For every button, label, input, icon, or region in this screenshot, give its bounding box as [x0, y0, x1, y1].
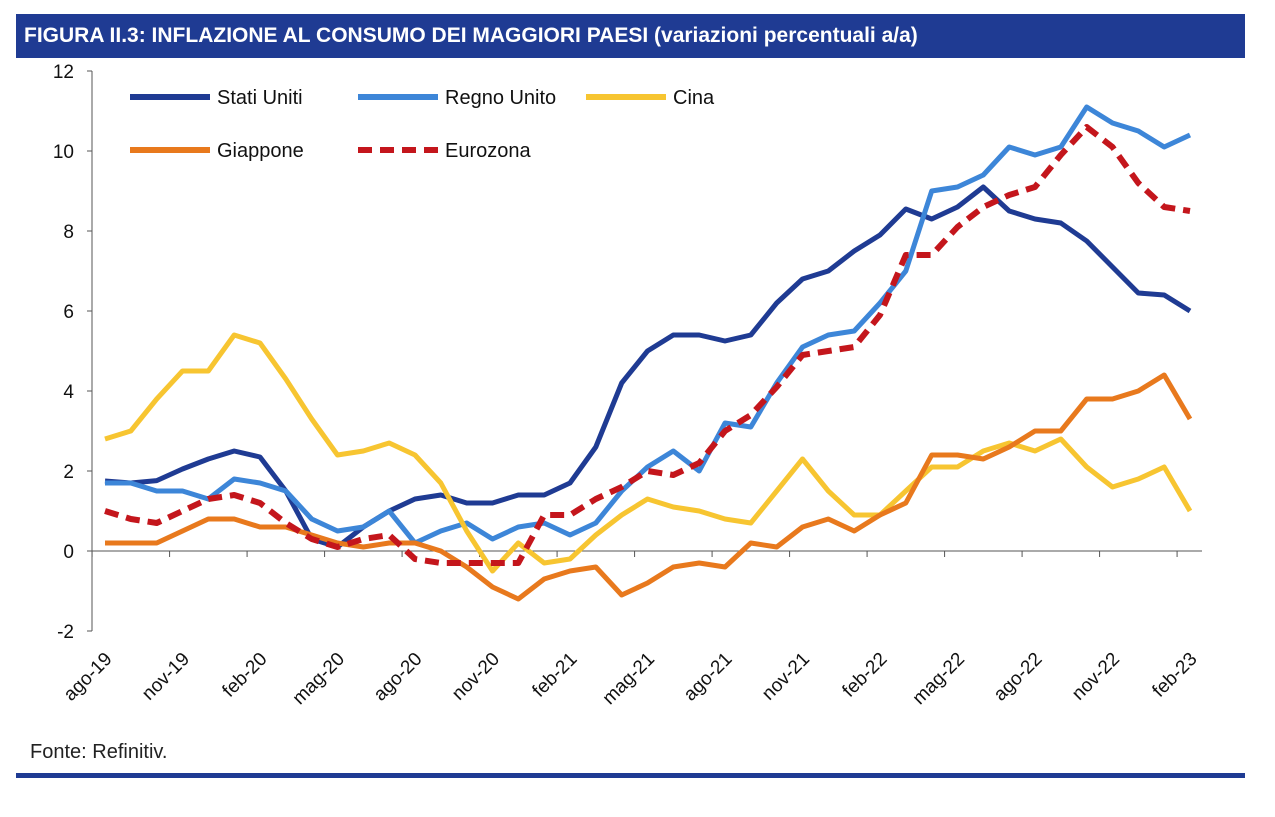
x-tick-label: mag-21 [599, 649, 659, 709]
y-tick-label: 12 [53, 62, 74, 83]
x-tick-label: feb-22 [839, 649, 892, 702]
chart-title: FIGURA II.3: INFLAZIONE AL CONSUMO DEI M… [16, 14, 1245, 58]
series-line-giappone [105, 372, 1193, 602]
x-tick-label: ago-21 [680, 649, 737, 706]
x-tick-label: feb-21 [529, 649, 582, 702]
x-tick-label: ago-19 [60, 649, 117, 706]
legend-label-regno-unito: Regno Unito [445, 87, 556, 109]
series-line-cina [104, 332, 1193, 574]
x-tick-label: mag-20 [289, 649, 349, 709]
x-tick-label: nov-21 [758, 649, 814, 705]
legend-label-cina: Cina [673, 87, 715, 109]
y-tick-label: 0 [63, 542, 74, 563]
x-tick-label: feb-20 [219, 649, 272, 702]
legend-label-stati-uniti: Stati Uniti [217, 87, 303, 109]
y-tick-label: 4 [63, 382, 74, 403]
x-tick-label: nov-19 [138, 649, 194, 705]
x-tick-label: nov-22 [1068, 649, 1124, 705]
series-line-eurozona [104, 124, 1191, 566]
legend-label-giappone: Giappone [217, 140, 304, 162]
chart-series [104, 104, 1193, 602]
bottom-divider [16, 773, 1245, 778]
source-note: Fonte: Refinitiv. [30, 741, 168, 763]
x-tick-label: ago-22 [990, 649, 1047, 706]
chart-legend: Stati Uniti Regno Unito Cina Giappone Eurozo… [130, 87, 715, 162]
y-tick-label: 6 [63, 302, 74, 323]
series-line-stati-uniti [104, 184, 1192, 550]
x-tick-label: nov-20 [448, 649, 504, 705]
series-line-regno-unito [105, 104, 1192, 546]
y-tick-label: 2 [63, 462, 74, 483]
x-tick-label: feb-23 [1149, 649, 1202, 702]
x-tick-label: ago-20 [370, 649, 427, 706]
y-tick-label: 8 [63, 222, 74, 243]
y-tick-label: 10 [53, 142, 74, 163]
y-tick-label: -2 [57, 622, 74, 643]
x-tick-label: mag-22 [909, 649, 969, 709]
legend-label-eurozona: Eurozona [445, 140, 531, 162]
